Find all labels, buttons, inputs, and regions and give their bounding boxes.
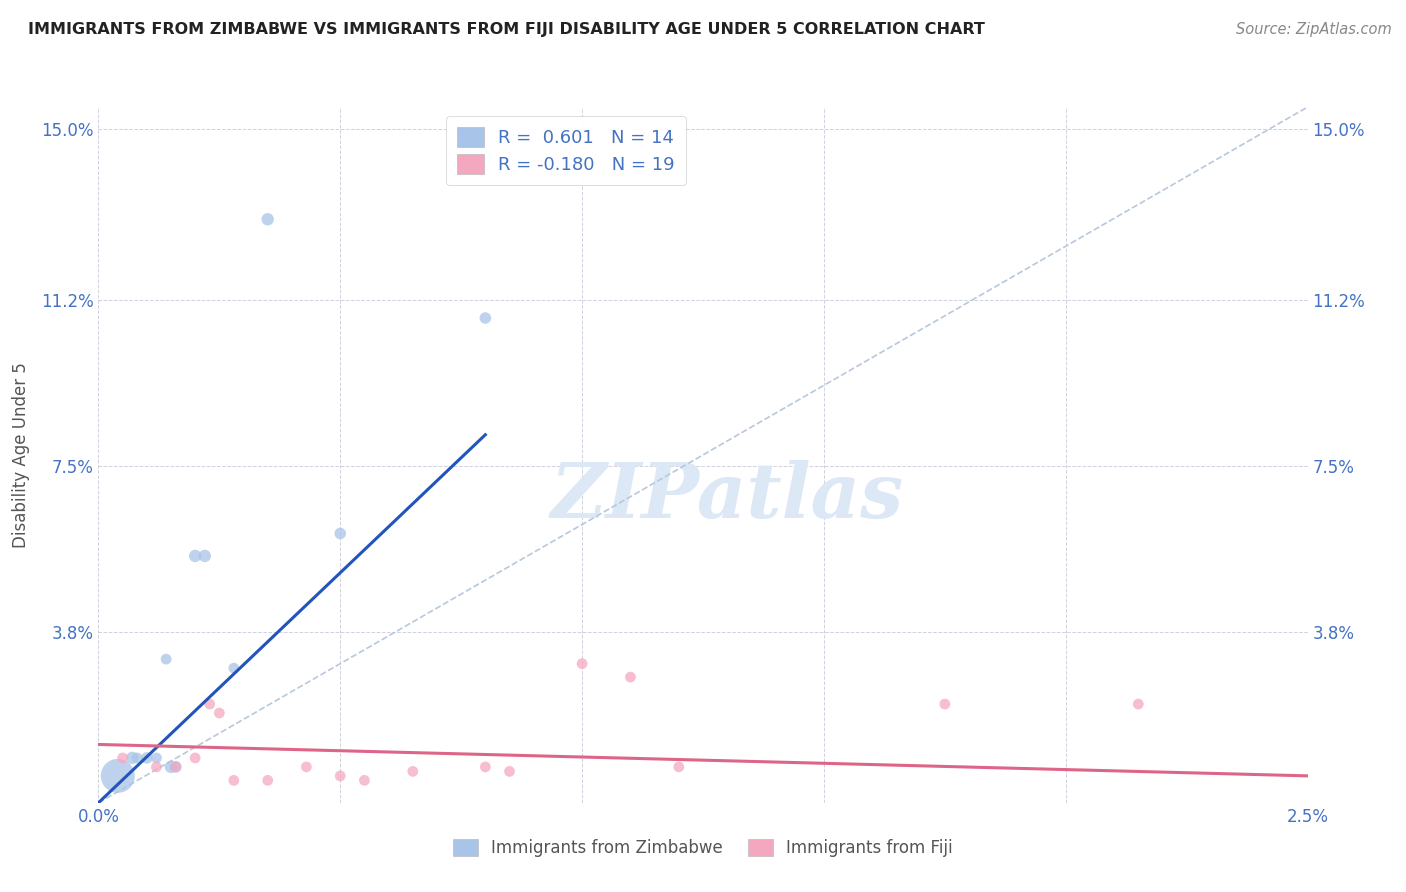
Point [184,751,207,765]
Text: IMMIGRANTS FROM ZIMBABWE VS IMMIGRANTS FROM FIJI DISABILITY AGE UNDER 5 CORRELAT: IMMIGRANTS FROM ZIMBABWE VS IMMIGRANTS F… [28,22,986,37]
Point [145,751,167,765]
Point [145,760,167,774]
Point [256,773,278,788]
Point [353,773,375,788]
Point [474,311,496,326]
Point [474,760,496,774]
Point [295,760,318,774]
Point [184,549,207,563]
Point [329,526,352,541]
Point [127,751,149,765]
Point [619,670,641,684]
Point [194,549,217,563]
Point [498,764,520,779]
Point [135,751,157,765]
Point [111,751,134,765]
Point [668,760,690,774]
Legend: Immigrants from Zimbabwe, Immigrants from Fiji: Immigrants from Zimbabwe, Immigrants fro… [446,832,960,864]
Point [1128,697,1150,711]
Point [402,764,425,779]
Text: ZIPatlas: ZIPatlas [551,459,904,533]
Point [198,697,221,711]
Point [165,760,187,774]
Point [222,773,245,788]
Point [934,697,956,711]
Point [121,751,143,765]
Y-axis label: Disability Age Under 5: Disability Age Under 5 [11,362,30,548]
Point [208,706,231,720]
Text: Source: ZipAtlas.com: Source: ZipAtlas.com [1236,22,1392,37]
Point [160,760,183,774]
Point [107,769,129,783]
Point [571,657,593,671]
Point [165,760,187,774]
Point [155,652,177,666]
Point [222,661,245,675]
Point [256,212,278,227]
Point [329,769,352,783]
